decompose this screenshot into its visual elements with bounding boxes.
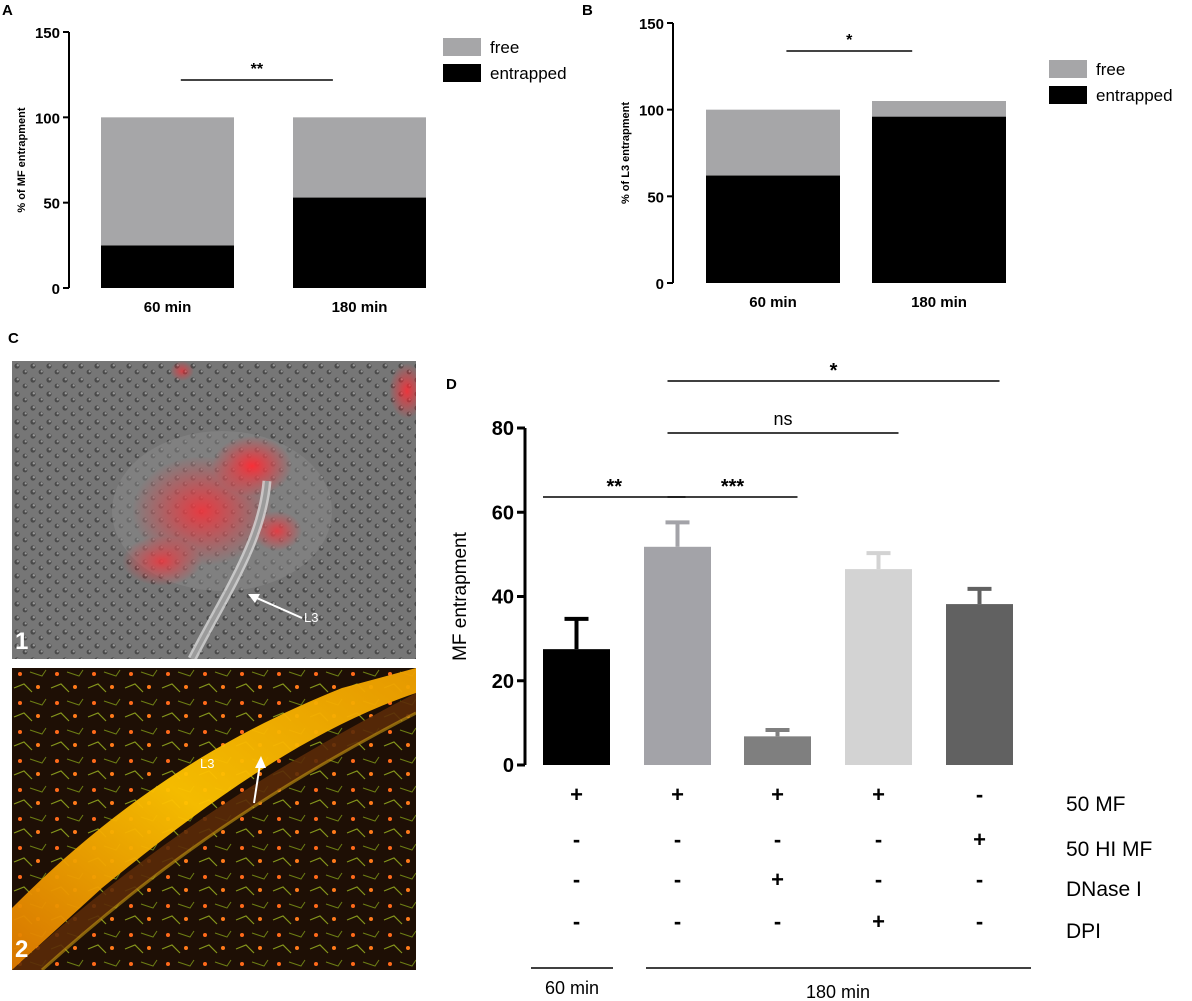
chart-d-condition-symbol: - — [976, 782, 983, 807]
micrograph-2-l3-label: L3 — [200, 756, 215, 771]
chart-d-significance-label: ns — [773, 409, 792, 429]
chart-b-y-tick-label: 0 — [656, 276, 664, 293]
panel-letter-c: C — [8, 330, 19, 347]
chart-d-condition-symbol: + — [973, 827, 986, 852]
chart-b-bar-entrapped — [706, 175, 840, 283]
chart-d-condition-symbol: - — [573, 867, 580, 892]
chart-a-bar-free — [101, 117, 234, 246]
chart-a-legend-label-free: free — [490, 38, 519, 57]
chart-a-bar-entrapped — [293, 197, 426, 288]
chart-b-legend-label-entrapped: entrapped — [1096, 86, 1173, 105]
chart-b-legend-label-free: free — [1096, 60, 1125, 79]
chart-d-condition-symbol: + — [771, 867, 784, 892]
chart-d-condition-symbol: - — [774, 909, 781, 934]
chart-a-y-tick-label: 150 — [35, 25, 60, 42]
chart-d-bar — [845, 569, 912, 765]
chart-d-condition-symbol: - — [976, 909, 983, 934]
chart-d-bar — [644, 546, 711, 765]
chart-d-y-tick-label: 40 — [492, 587, 514, 609]
chart-b-legend-swatch-entrapped — [1049, 86, 1087, 104]
chart-d-condition-label: DPI — [1066, 920, 1101, 943]
chart-d-y-tick-label: 80 — [492, 418, 514, 440]
micrograph-2: 2 L3 — [12, 668, 416, 970]
chart-b-bar-free — [872, 101, 1006, 117]
chart-b-bar-entrapped — [872, 116, 1006, 283]
chart-a-legend-label-entrapped: entrapped — [490, 64, 567, 83]
micrograph-2-number: 2 — [15, 936, 29, 963]
chart-d-condition-symbol: - — [976, 867, 983, 892]
chart-d-y-tick-label: 20 — [492, 671, 514, 693]
chart-d-y-tick-label: 0 — [503, 755, 514, 777]
chart-d-condition-label: DNase I — [1066, 878, 1142, 901]
chart-d-condition-symbol: + — [872, 909, 885, 934]
chart-d-condition-symbol: - — [674, 827, 681, 852]
panel-letter-d: D — [446, 376, 457, 393]
chart-a-x-tick-label: 180 min — [332, 299, 388, 316]
micrograph-1-image — [12, 361, 416, 659]
chart-b-x-tick-label: 60 min — [749, 294, 797, 311]
chart-a-legend-swatch-entrapped — [443, 64, 481, 82]
chart-d-significance-label: * — [830, 360, 838, 382]
chart-b-legend-swatch-free — [1049, 60, 1087, 78]
micrograph-1: 1 L3 — [12, 361, 416, 659]
chart-a-y-tick-label: 0 — [52, 281, 60, 298]
chart-d-y-axis-label: MF entrapment — [450, 531, 471, 661]
chart-a-y-tick-label: 50 — [43, 196, 60, 213]
micrograph-1-number: 1 — [15, 628, 29, 655]
chart-d-condition-symbol: + — [872, 782, 885, 807]
chart-b-y-tick-label: 50 — [647, 189, 664, 206]
chart-b-y-tick-label: 150 — [639, 16, 664, 33]
chart-b-y-tick-label: 100 — [639, 103, 664, 120]
chart-d-significance-label: *** — [721, 476, 745, 498]
micrograph-1-l3-label: L3 — [304, 610, 319, 625]
chart-a-significance-label: ** — [251, 61, 264, 78]
chart-d-y-tick-label: 60 — [492, 502, 514, 524]
chart-d-bar — [744, 736, 811, 765]
chart-a-bar-free — [293, 117, 426, 198]
chart-d-condition-symbol: + — [671, 782, 684, 807]
chart-a-x-tick-label: 60 min — [144, 299, 192, 316]
panel-letter-a: A — [2, 2, 13, 19]
chart-a-y-axis-label: % of MF entrapment — [16, 107, 28, 212]
chart-d-condition-symbol: - — [674, 909, 681, 934]
chart-a-legend-swatch-free — [443, 38, 481, 56]
chart-d-condition-symbol: - — [573, 909, 580, 934]
micrograph-2-image — [12, 668, 416, 970]
chart-d-time-label-180: 180 min — [806, 982, 870, 1001]
chart-b-x-tick-label: 180 min — [911, 294, 967, 311]
chart-d-condition-symbol: - — [875, 827, 882, 852]
chart-b-y-axis-label: % of L3 entrapment — [620, 102, 632, 204]
chart-d-time-label-60: 60 min — [545, 978, 599, 998]
chart-a-y-tick-label: 100 — [35, 110, 60, 127]
chart-d-condition-label: 50 MF — [1066, 793, 1126, 816]
chart-d-bar — [543, 649, 610, 765]
chart-d-condition-symbol: - — [674, 867, 681, 892]
chart-d-condition-symbol: + — [771, 782, 784, 807]
chart-a-bar-entrapped — [101, 245, 234, 288]
chart-d-bar — [946, 604, 1013, 765]
chart-d-condition-symbol: - — [573, 827, 580, 852]
chart-b-bar-free — [706, 109, 840, 176]
chart-d-condition-symbol: + — [570, 782, 583, 807]
chart-d-significance-label: ** — [606, 476, 622, 498]
panel-letter-b: B — [582, 2, 593, 19]
chart-d-condition-label: 50 HI MF — [1066, 838, 1152, 861]
chart-d-condition-symbol: - — [875, 867, 882, 892]
chart-d-condition-symbol: - — [774, 827, 781, 852]
chart-b-significance-label: * — [846, 32, 853, 49]
